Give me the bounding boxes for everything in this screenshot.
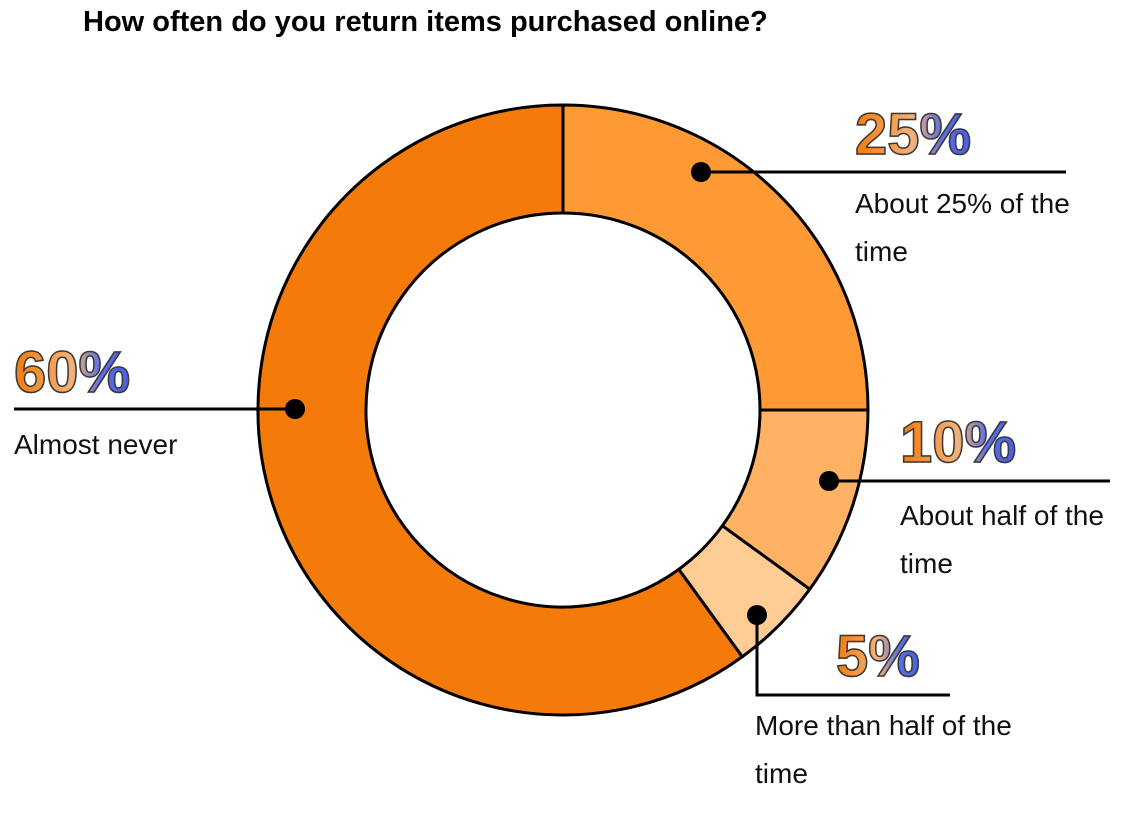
category-label: Almost never — [14, 429, 178, 460]
category-label: More than half of the time — [755, 710, 1012, 789]
category-label: About half of the time — [900, 500, 1104, 579]
donut-segment — [256, 103, 744, 717]
category-label: About 25% of the time — [855, 188, 1070, 267]
leader-dot — [819, 471, 839, 491]
leader-dot — [285, 399, 305, 419]
leader-dot — [691, 162, 711, 182]
value-label: 5% — [835, 622, 920, 692]
leader-dot — [747, 605, 767, 625]
value-label: 25% — [854, 100, 972, 170]
donut-segment — [561, 103, 870, 412]
value-label: 60% — [13, 338, 131, 408]
chart-title: How often do you return items purchased … — [83, 6, 768, 38]
value-label: 10% — [899, 408, 1017, 478]
leader-line — [755, 615, 950, 697]
